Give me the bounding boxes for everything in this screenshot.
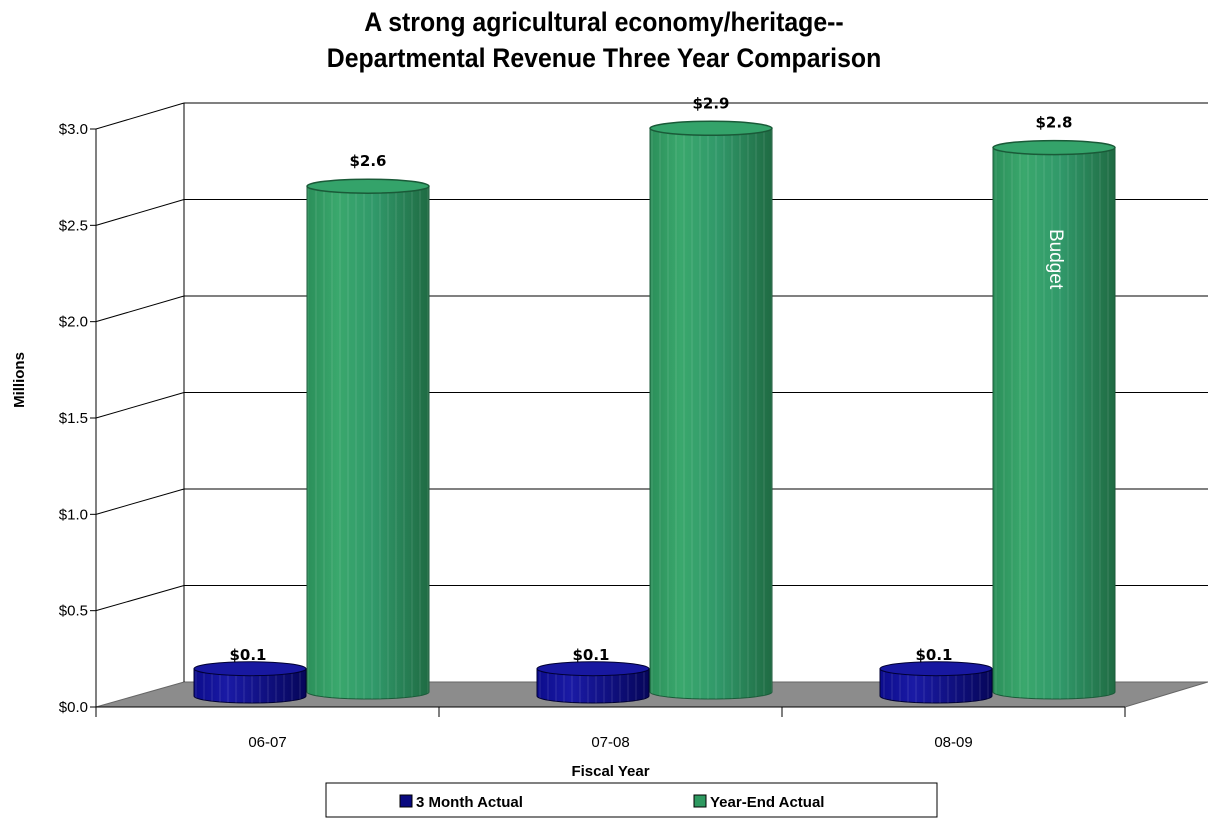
- bar-3-month-actual-08-09: [879, 661, 993, 704]
- bar-ribs: [880, 668, 992, 703]
- bar-3-month-actual-06-07: [193, 661, 307, 704]
- bar-ribs: [307, 186, 429, 699]
- legend-box: [325, 782, 938, 818]
- chart-title-line-1: A strong agricultural economy/heritage--: [364, 7, 844, 37]
- y-axis-title: Millions: [11, 352, 28, 408]
- bar-ribs: [993, 147, 1115, 700]
- chart-title: A strong agricultural economy/heritage--…: [48, 4, 1159, 76]
- legend-item-year-end-actual: Year-End Actual: [710, 794, 824, 811]
- bar-top-cap: [536, 661, 650, 677]
- legend: 3 Month Actual Year-End Actual: [325, 782, 938, 818]
- bar-ribs: [194, 668, 306, 703]
- gridline-diagonal: [95, 199, 185, 226]
- budget-annotation: Budget: [1045, 229, 1066, 290]
- data-label-year-end-actual: $2.9: [692, 94, 729, 112]
- y-tick-label: $2.5: [59, 217, 88, 234]
- y-tick-label: $3.0: [59, 121, 88, 138]
- bar-top-cap: [193, 661, 307, 677]
- bar-year-end-actual-07-08: [649, 120, 773, 700]
- data-label-3-month-actual: $0.1: [572, 646, 609, 664]
- gridline-diagonal: [95, 295, 185, 323]
- gridline-diagonal: [95, 392, 185, 419]
- bar-ribs: [537, 668, 649, 703]
- data-label-3-month-actual: $0.1: [915, 646, 952, 664]
- bar-ribs: [650, 128, 772, 700]
- gridline-diagonal: [95, 488, 185, 515]
- y-tick-label: $1.0: [59, 506, 88, 523]
- data-label-year-end-actual: $2.6: [349, 152, 386, 170]
- legend-item-3-month-actual-swatch: [399, 794, 413, 808]
- bar-top-cap: [879, 661, 993, 677]
- y-tick-label: $2.0: [59, 314, 88, 331]
- bar-top-cap: [306, 178, 430, 194]
- gridline-diagonal: [95, 102, 185, 130]
- x-tick-label: 08-09: [934, 734, 972, 751]
- y-tick-label: $1.5: [59, 410, 88, 427]
- bar-top-cap: [649, 120, 773, 137]
- y-tick-label: $0.0: [59, 699, 88, 716]
- x-tick-label: 06-07: [248, 734, 286, 751]
- x-tick-label: 07-08: [591, 734, 629, 751]
- data-label-3-month-actual: $0.1: [229, 646, 266, 664]
- gridline-diagonal: [95, 585, 185, 612]
- bar-year-end-actual-06-07: [306, 178, 430, 700]
- legend-item-year-end-actual-swatch: [693, 794, 707, 808]
- bar-top-cap: [992, 139, 1116, 156]
- data-label-year-end-actual: $2.8: [1035, 114, 1072, 132]
- x-axis-title: Fiscal Year: [571, 763, 649, 780]
- bar-3-month-actual-07-08: [536, 661, 650, 704]
- legend-item-3-month-actual: 3 Month Actual: [416, 794, 523, 811]
- y-tick-label: $0.5: [59, 603, 88, 620]
- bar-year-end-actual-08-09: [992, 139, 1116, 700]
- chart-title-line-2: Departmental Revenue Three Year Comparis…: [326, 43, 882, 73]
